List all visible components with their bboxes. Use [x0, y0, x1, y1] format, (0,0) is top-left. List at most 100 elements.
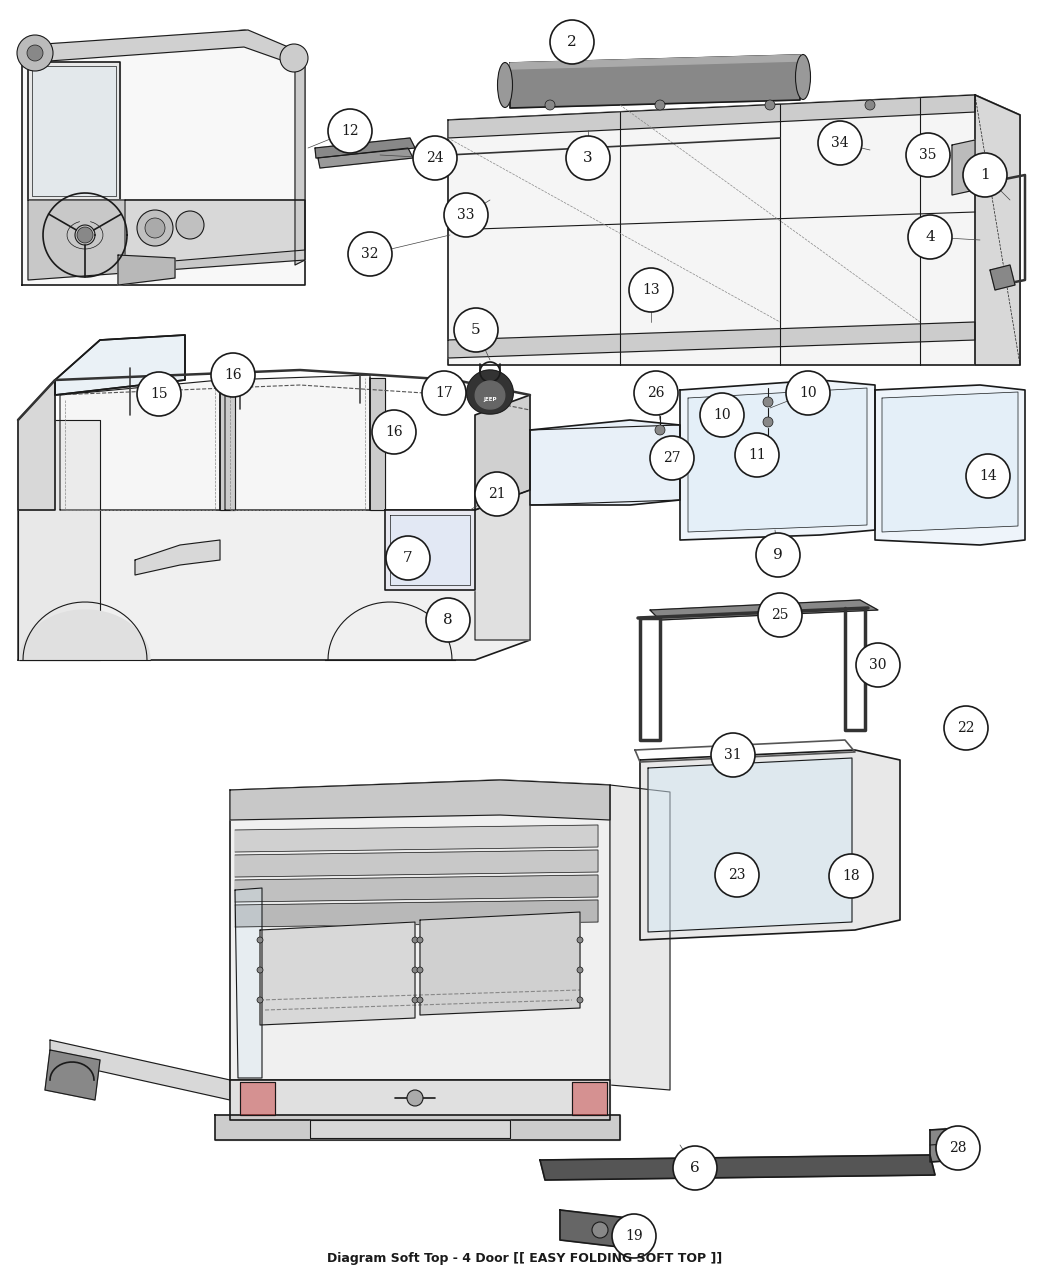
- Text: 13: 13: [643, 283, 659, 297]
- Circle shape: [578, 966, 583, 973]
- Polygon shape: [235, 875, 598, 901]
- Circle shape: [655, 405, 665, 414]
- Polygon shape: [650, 601, 878, 620]
- Text: 23: 23: [729, 868, 746, 882]
- Circle shape: [634, 371, 678, 414]
- Text: 35: 35: [919, 148, 937, 162]
- Text: 24: 24: [426, 150, 444, 164]
- Circle shape: [612, 1214, 656, 1258]
- Circle shape: [765, 99, 775, 110]
- Polygon shape: [125, 200, 304, 265]
- Polygon shape: [510, 55, 800, 69]
- Polygon shape: [640, 750, 900, 940]
- Text: 22: 22: [958, 720, 974, 734]
- Circle shape: [629, 268, 673, 312]
- Circle shape: [407, 1090, 423, 1105]
- Circle shape: [715, 853, 759, 898]
- Text: 28: 28: [949, 1141, 967, 1155]
- Polygon shape: [530, 419, 680, 505]
- Circle shape: [550, 20, 594, 64]
- Polygon shape: [510, 55, 800, 108]
- Circle shape: [27, 45, 43, 61]
- Polygon shape: [975, 96, 1020, 365]
- Polygon shape: [235, 850, 598, 877]
- Circle shape: [417, 937, 423, 944]
- Circle shape: [763, 417, 773, 427]
- Polygon shape: [55, 335, 185, 395]
- Text: 9: 9: [773, 548, 783, 562]
- Polygon shape: [315, 138, 415, 158]
- Polygon shape: [60, 380, 220, 510]
- Polygon shape: [30, 31, 300, 65]
- Polygon shape: [385, 510, 475, 590]
- Text: 26: 26: [647, 386, 665, 400]
- Polygon shape: [235, 900, 598, 927]
- Circle shape: [578, 937, 583, 944]
- Polygon shape: [230, 1080, 610, 1119]
- Circle shape: [763, 437, 773, 448]
- Circle shape: [700, 393, 744, 437]
- Text: 5: 5: [471, 323, 481, 337]
- Circle shape: [756, 533, 800, 578]
- Polygon shape: [310, 1119, 510, 1139]
- Circle shape: [412, 966, 418, 973]
- Circle shape: [422, 371, 466, 414]
- Polygon shape: [390, 515, 470, 585]
- Polygon shape: [448, 96, 1020, 365]
- Circle shape: [665, 448, 675, 456]
- Polygon shape: [475, 395, 530, 510]
- Circle shape: [136, 372, 181, 416]
- Text: 7: 7: [403, 551, 413, 565]
- Text: 1: 1: [980, 168, 990, 182]
- Polygon shape: [420, 912, 580, 1015]
- Polygon shape: [225, 375, 370, 510]
- Circle shape: [906, 133, 950, 177]
- Text: 8: 8: [443, 613, 453, 627]
- Polygon shape: [882, 391, 1018, 532]
- Polygon shape: [135, 541, 220, 575]
- Text: 14: 14: [979, 469, 996, 483]
- Text: Diagram Soft Top - 4 Door [[ EASY FOLDING SOFT TOP ]]: Diagram Soft Top - 4 Door [[ EASY FOLDIN…: [328, 1252, 722, 1265]
- Polygon shape: [295, 55, 304, 265]
- Text: 12: 12: [341, 124, 359, 138]
- Polygon shape: [230, 780, 610, 1080]
- Polygon shape: [930, 1128, 960, 1162]
- Circle shape: [673, 1146, 717, 1190]
- Circle shape: [786, 371, 830, 414]
- Text: 15: 15: [150, 388, 168, 402]
- Ellipse shape: [796, 55, 811, 99]
- Polygon shape: [875, 385, 1025, 544]
- Circle shape: [711, 733, 755, 776]
- Circle shape: [257, 997, 262, 1003]
- Circle shape: [372, 411, 416, 454]
- Polygon shape: [990, 265, 1015, 289]
- Text: JEEP: JEEP: [483, 398, 497, 403]
- Text: 6: 6: [690, 1162, 700, 1176]
- Circle shape: [386, 536, 430, 580]
- Polygon shape: [18, 380, 55, 510]
- Circle shape: [145, 218, 165, 238]
- Text: 10: 10: [799, 386, 817, 400]
- Circle shape: [412, 937, 418, 944]
- Polygon shape: [230, 780, 610, 820]
- Text: 17: 17: [435, 386, 453, 400]
- Polygon shape: [448, 323, 975, 358]
- Circle shape: [417, 966, 423, 973]
- Circle shape: [856, 643, 900, 687]
- Circle shape: [545, 99, 555, 110]
- Circle shape: [413, 136, 457, 180]
- Polygon shape: [118, 255, 175, 286]
- Text: 21: 21: [488, 487, 506, 501]
- Text: 2: 2: [567, 34, 576, 48]
- Circle shape: [475, 472, 519, 516]
- Circle shape: [426, 598, 470, 643]
- Circle shape: [830, 854, 873, 898]
- Polygon shape: [18, 490, 530, 660]
- Text: 34: 34: [832, 136, 848, 150]
- Text: 30: 30: [869, 658, 887, 672]
- Circle shape: [136, 210, 173, 246]
- Circle shape: [17, 34, 52, 71]
- Text: 18: 18: [842, 870, 860, 884]
- Polygon shape: [260, 922, 415, 1025]
- Circle shape: [257, 966, 262, 973]
